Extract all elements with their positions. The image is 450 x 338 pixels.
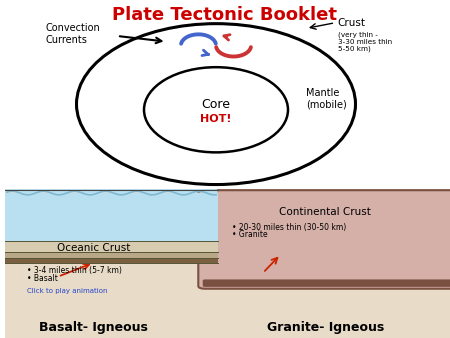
Bar bbox=[4, 258, 218, 263]
Text: Click to play animation: Click to play animation bbox=[27, 288, 107, 294]
FancyBboxPatch shape bbox=[198, 190, 450, 289]
Text: Continental Crust: Continental Crust bbox=[279, 207, 371, 217]
Text: Plate Tectonic Booklet: Plate Tectonic Booklet bbox=[112, 6, 338, 24]
Bar bbox=[4, 193, 218, 241]
Text: Convection
Currents: Convection Currents bbox=[45, 23, 100, 45]
Text: Mantle
(mobile): Mantle (mobile) bbox=[306, 88, 347, 109]
Text: • Basalt: • Basalt bbox=[27, 274, 58, 283]
FancyBboxPatch shape bbox=[203, 280, 450, 287]
Text: Core: Core bbox=[202, 98, 230, 111]
Text: Granite- Igneous: Granite- Igneous bbox=[267, 321, 384, 334]
Text: • Granite: • Granite bbox=[232, 230, 267, 239]
Text: Oceanic Crust: Oceanic Crust bbox=[57, 243, 130, 253]
Text: • 20-30 miles thin (30-50 km): • 20-30 miles thin (30-50 km) bbox=[232, 223, 346, 232]
Text: HOT!: HOT! bbox=[200, 114, 232, 124]
Text: Crust: Crust bbox=[338, 18, 365, 28]
Text: Basalt- Igneous: Basalt- Igneous bbox=[39, 321, 148, 334]
Text: (very thin -
3-30 miles thin
5-50 km): (very thin - 3-30 miles thin 5-50 km) bbox=[338, 31, 392, 52]
Bar bbox=[4, 252, 218, 258]
Text: • 3-4 miles thin (5-7 km): • 3-4 miles thin (5-7 km) bbox=[27, 266, 122, 275]
Bar bbox=[4, 241, 218, 252]
